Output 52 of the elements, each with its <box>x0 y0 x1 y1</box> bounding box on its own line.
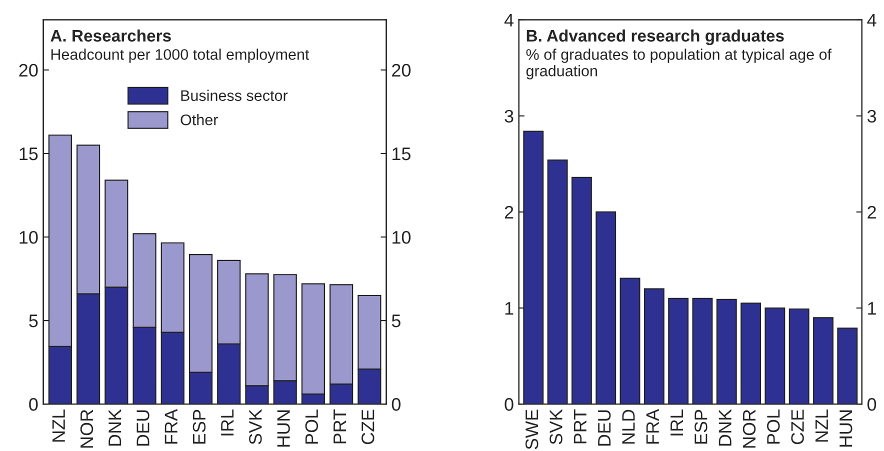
y-tick-label: 5 <box>29 314 38 328</box>
x-tick-label: PRT <box>574 409 586 444</box>
y-tick-label: 0 <box>504 398 514 411</box>
y2-tick-label: 0 <box>867 398 876 411</box>
x-tick-label: POL <box>767 410 780 444</box>
y2-tick-label: 10 <box>392 230 411 244</box>
text: Headcount per 1000 total employment <box>51 48 310 63</box>
x-tick-label: ESP <box>192 410 206 444</box>
text: % of graduates to population at typical age of graduation <box>526 48 832 80</box>
y-tick-label: 1 <box>505 302 514 315</box>
x-tick-label: DEU <box>136 410 150 446</box>
y-tick-label: 2 <box>504 206 514 219</box>
x-tick-label: SVK <box>550 409 562 444</box>
y-tick-label: 10 <box>20 230 38 244</box>
y-tick-label: 20 <box>19 64 38 77</box>
y-tick-label: 15 <box>20 148 38 160</box>
x-tick-label: NLD <box>622 410 635 444</box>
y2-tick-label: 0 <box>392 398 401 411</box>
x-tick-label: CZE <box>362 410 374 444</box>
y2-tick-label: 2 <box>868 206 876 219</box>
y2-tick-label: 5 <box>392 314 400 328</box>
y2-tick-label: 4 <box>867 14 876 26</box>
x-tick-label: IRL <box>221 410 234 436</box>
chart-title: A. Researchers <box>50 29 171 42</box>
x-tick-label: SVK <box>249 409 262 444</box>
x-tick-label: ESP <box>694 410 708 444</box>
legend-label: Business sector <box>181 90 288 101</box>
x-tick-label: NOR <box>80 410 94 448</box>
y2-tick-label: 1 <box>868 302 876 315</box>
y2-tick-label: 15 <box>392 148 410 160</box>
x-tick-label: SWE <box>525 410 538 450</box>
x-tick-label: DNK <box>108 409 122 446</box>
y2-tick-label: 3 <box>867 110 876 123</box>
x-tick-label: NOR <box>742 410 756 448</box>
x-tick-label: FRA <box>164 408 178 444</box>
x-tick-label: CZE <box>791 410 804 444</box>
x-tick-label: NZL <box>52 410 65 442</box>
y-tick-label: 3 <box>504 110 514 123</box>
y2-tick-label: 20 <box>392 64 411 77</box>
text: B. Advanced research graduates <box>526 29 784 46</box>
y-tick-label: 4 <box>504 14 514 26</box>
x-tick-label: HUN <box>277 410 290 447</box>
x-tick-label: FRA <box>646 408 659 444</box>
x-tick-label: HUN <box>840 410 852 447</box>
x-tick-label: IRL <box>670 410 683 436</box>
legend-label: Other <box>180 114 218 126</box>
x-tick-label: POL <box>305 410 318 444</box>
y-tick-label: 0 <box>29 398 38 411</box>
x-tick-label: DEU <box>598 410 611 446</box>
x-tick-label: PRT <box>334 409 346 444</box>
x-tick-label: NZL <box>816 410 828 442</box>
x-tick-label: DNK <box>718 409 732 446</box>
